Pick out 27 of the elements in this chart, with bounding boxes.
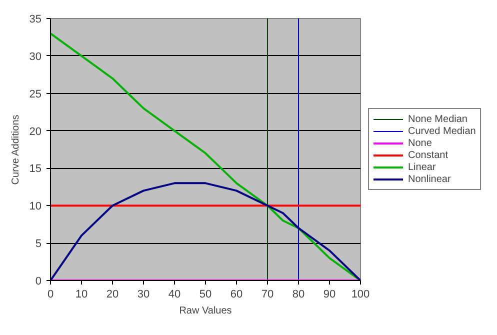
x-tick-label: 0 [47, 288, 54, 300]
x-axis-title: Raw Values [179, 306, 232, 316]
y-tick-label: 30 [29, 50, 42, 63]
y-axis-title: Curve Additions [10, 114, 22, 185]
y-tick-label: 15 [29, 163, 42, 176]
y-tick-label: 25 [29, 88, 42, 100]
x-tick-label: 50 [199, 288, 212, 300]
legend-label: None [408, 137, 432, 149]
legend-label: Curved Median [408, 125, 476, 137]
legend-label: Constant [408, 149, 448, 161]
x-tick-label: 20 [106, 288, 119, 300]
x-tick-label: 90 [323, 288, 336, 300]
x-tick-label: 80 [292, 288, 305, 300]
legend-label: None Median [408, 113, 468, 125]
y-tick-label: 35 [29, 14, 42, 26]
y-tick-label: 5 [35, 238, 42, 250]
x-tick-label: 60 [230, 288, 243, 300]
y-tick-label: 20 [29, 126, 42, 138]
x-tick-label: 100 [351, 288, 370, 300]
x-tick-label: 40 [168, 288, 181, 300]
x-tick-label: 10 [75, 288, 88, 300]
y-tick-label: 10 [29, 200, 42, 213]
x-tick-label: 30 [137, 288, 150, 300]
x-tick-label: 70 [261, 288, 274, 300]
y-tick-label: 0 [35, 276, 42, 288]
legend-label: Nonlinear [408, 173, 451, 185]
legend-label: Linear [408, 161, 436, 173]
